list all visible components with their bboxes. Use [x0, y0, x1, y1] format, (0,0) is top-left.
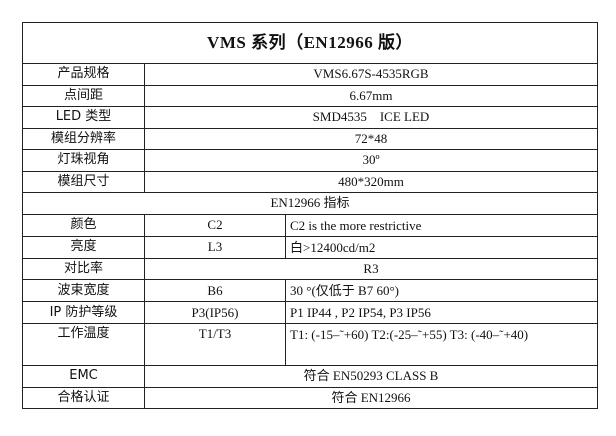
table-row: 亮度 L3 白>12400cd/m2 [22, 235, 598, 259]
table-row: 点间距 6.67mm [22, 84, 598, 107]
row-note: C2 is the more restrictive [285, 213, 598, 237]
row-label: 点间距 [22, 84, 145, 107]
table-row: LED 类型 SMD4535 ICE LED [22, 106, 598, 129]
row-class: B6 [144, 279, 286, 302]
row-label: EMC [22, 365, 145, 388]
row-label: 对比率 [22, 257, 145, 280]
row-class: C2 [144, 213, 286, 237]
row-label: 模组分辨率 [22, 127, 145, 150]
row-value: SMD4535 ICE LED [144, 106, 598, 129]
table-row: 灯珠视角 30º [22, 149, 598, 172]
row-label: LED 类型 [22, 106, 145, 129]
section-header: EN12966 指标 [22, 192, 598, 215]
row-label: 灯珠视角 [22, 149, 145, 172]
row-value: 72*48 [144, 127, 598, 150]
row-class: T1/T3 [144, 323, 286, 366]
row-note: 30 °(仅低于 B7 60°) [285, 279, 598, 302]
table-row: EMC 符合 EN50293 CLASS B [22, 365, 598, 388]
row-note: P1 IP44 , P2 IP54, P3 IP56 [285, 301, 598, 324]
table-row: 对比率 R3 [22, 257, 598, 280]
row-note: 白>12400cd/m2 [285, 235, 598, 259]
row-note: T1: (-15–˜+60) T2:(-25–˜+55) T3: (-40–˜+… [285, 323, 598, 366]
spec-table: VMS 系列（EN12966 版） 产品规格 VMS6.67S-4535RGB 点… [22, 22, 598, 409]
row-value: 6.67mm [144, 84, 598, 107]
row-class: L3 [144, 235, 286, 259]
row-label: 亮度 [22, 235, 145, 259]
title-row: VMS 系列（EN12966 版） [22, 22, 598, 64]
row-label: 颜色 [22, 213, 145, 237]
row-label: 产品规格 [22, 63, 145, 86]
section-row: EN12966 指标 [22, 192, 598, 215]
row-label: 模组尺寸 [22, 170, 145, 193]
row-value: 480*320mm [144, 170, 598, 193]
table-row: 合格认证 符合 EN12966 [22, 386, 598, 409]
table-row: 模组尺寸 480*320mm [22, 170, 598, 193]
table-title: VMS 系列（EN12966 版） [22, 22, 598, 64]
row-label: IP 防护等级 [22, 301, 145, 324]
row-class: P3(IP56) [144, 301, 286, 324]
table-row: 颜色 C2 C2 is the more restrictive [22, 213, 598, 237]
row-value: R3 [144, 257, 598, 280]
table-row: 工作温度 T1/T3 T1: (-15–˜+60) T2:(-25–˜+55) T3… [22, 323, 598, 366]
table-row: 模组分辨率 72*48 [22, 127, 598, 150]
table-row: IP 防护等级 P3(IP56) P1 IP44 , P2 IP54, P3 IP5… [22, 301, 598, 324]
table-row: 产品规格 VMS6.67S-4535RGB [22, 63, 598, 86]
row-label: 波束宽度 [22, 279, 145, 302]
row-value: VMS6.67S-4535RGB [144, 63, 598, 86]
row-value: 符合 EN12966 [144, 386, 598, 409]
row-value: 30º [144, 149, 598, 172]
row-label: 合格认证 [22, 386, 145, 409]
row-label: 工作温度 [22, 323, 145, 366]
row-value: 符合 EN50293 CLASS B [144, 365, 598, 388]
table-row: 波束宽度 B6 30 °(仅低于 B7 60°) [22, 279, 598, 302]
